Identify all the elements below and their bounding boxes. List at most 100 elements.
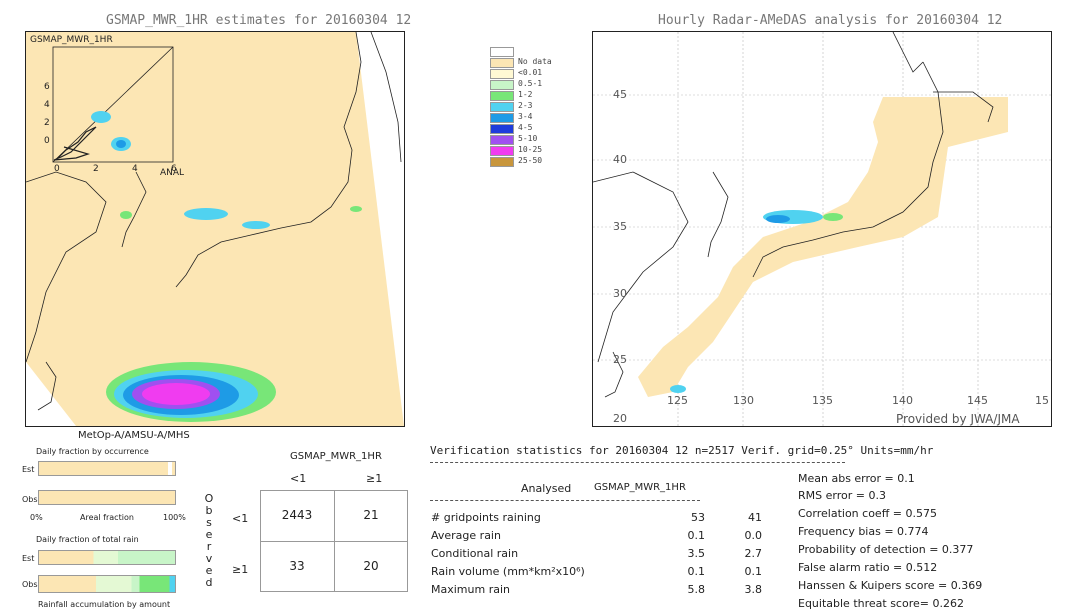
score-far: False alarm ratio = 0.512: [798, 561, 938, 574]
lon-tick-150: 15: [1035, 394, 1049, 407]
score-rmse: RMS error = 0.3: [798, 489, 886, 502]
left-rain-band-2: [242, 221, 270, 229]
left-rain-10-25: [142, 383, 210, 405]
lat-tick-25: 25: [613, 353, 627, 366]
inset-x-tick-4: 4: [132, 164, 138, 174]
score-mae: Mean abs error = 0.1: [798, 472, 915, 485]
legend-swatch-2: [490, 69, 514, 79]
verif-row-analysed-1: 0.1: [687, 529, 706, 542]
inset-x-tick-2: 2: [93, 164, 99, 174]
contingency-col-ge: ≥1: [366, 472, 383, 485]
occurrence-obs-label: Obs: [22, 495, 38, 504]
score-hk: Hanssen & Kuipers score = 0.369: [798, 579, 983, 592]
lon-tick-135: 135: [812, 394, 833, 407]
right-coastline-taiwan: [604, 351, 624, 398]
lon-tick-125: 125: [667, 394, 688, 407]
left-coastline-taiwan: [37, 361, 57, 411]
inset-y-ticks: 6 4 2 0: [44, 78, 50, 150]
contingency-cell-c: 33: [289, 559, 305, 573]
verif-row-est-3: 0.1: [744, 565, 763, 578]
contingency-cell-a: 2443: [281, 508, 313, 522]
legend-item-10-25: 10-25: [490, 145, 570, 156]
right-coastline-hokkaido: [933, 91, 994, 123]
legend-swatch-1: [490, 58, 514, 68]
color-legend: No data <0.01 0.5-1 1-2 2-3 3-4 4-5 5-10…: [490, 47, 570, 171]
contingency-grid: 2443 21 33 20: [260, 490, 408, 592]
legend-swatch-6: [490, 113, 514, 123]
legend-swatch-3: [490, 80, 514, 90]
occurrence-axis-mid: Areal fraction: [80, 513, 134, 522]
verif-row-est-2: 2.7: [744, 547, 763, 560]
legend-item-4-5: 4-5: [490, 123, 570, 134]
legend-item-25-50: 25-50: [490, 156, 570, 167]
left-coastline-korea: [121, 171, 147, 248]
left-swath: [26, 32, 404, 426]
right-coastline-sakhalin: [892, 32, 924, 73]
right-coastline-china: [593, 171, 689, 363]
lon-tick-140: 140: [892, 394, 913, 407]
left-map[interactable]: GSMAP_MWR_1HR 6 4 2 0 0 2 4 6 ANAL: [25, 31, 405, 427]
inset-x-tick-0: 0: [54, 164, 60, 174]
legend-item-05-1: 0.5-1: [490, 79, 570, 90]
right-map[interactable]: 45 40 35 30 25 20 125 130 135 140 145 15…: [592, 31, 1052, 427]
verif-row-est-1: 0.0: [744, 529, 763, 542]
occurrence-title: Daily fraction by occurrence: [36, 447, 149, 456]
legend-item-1-2: 1-2: [490, 90, 570, 101]
left-rain-band-3: [120, 211, 132, 219]
legend-item-5-10: 5-10: [490, 134, 570, 145]
verification-col-analysed: Analysed: [521, 482, 572, 495]
verif-row-label-1: Average rain: [431, 529, 501, 542]
satellite-label: MetOp-A/AMSU-A/MHS: [78, 430, 190, 441]
verif-row-est-4: 3.8: [744, 583, 763, 596]
verification-col-est: GSMAP_MWR_1HR: [594, 482, 686, 493]
inset-blob-2-core: [116, 140, 126, 148]
legend-swatch-7: [490, 124, 514, 134]
right-map-title: Hourly Radar-AMeDAS analysis for 2016030…: [658, 13, 1003, 28]
contingency-row-lt: <1: [232, 512, 249, 525]
score-ets: Equitable threat score= 0.262: [798, 597, 964, 610]
left-map-graphic: [26, 32, 404, 426]
inset-y-tick-4: 4: [44, 100, 50, 110]
inset-label: GSMAP_MWR_1HR: [30, 35, 113, 45]
total-rain-title: Daily fraction of total rain: [36, 535, 139, 544]
left-coastline-china: [26, 171, 107, 363]
contingency-cell-b: 21: [363, 508, 379, 522]
total-rain-footer: Rainfall accumulation by amount: [38, 600, 171, 609]
contingency-col-lt: <1: [290, 472, 307, 485]
legend-swatch-8: [490, 135, 514, 145]
inset-diagonal: [52, 46, 174, 163]
verification-header-rule: [430, 462, 845, 463]
lon-tick-130: 130: [733, 394, 754, 407]
total-rain-est-label: Est: [22, 554, 35, 563]
right-coastline-japan: [752, 61, 944, 278]
lat-tick-45: 45: [613, 88, 627, 101]
occurrence-est-label: Est: [22, 465, 35, 474]
legend-swatch-10: [490, 157, 514, 167]
left-rain-band-4: [350, 206, 362, 212]
lon-tick-145: 145: [967, 394, 988, 407]
right-map-graphic: [593, 32, 1051, 426]
right-rain-band-2: [823, 213, 843, 221]
left-map-title: GSMAP_MWR_1HR estimates for 20160304 12: [106, 13, 412, 28]
lat-tick-20: 20: [613, 412, 627, 425]
inset-y-tick-6: 6: [44, 82, 50, 92]
inset-y-tick-2: 2: [44, 118, 50, 128]
verif-row-analysed-3: 0.1: [687, 565, 706, 578]
inset-axis-label: ANAL: [160, 168, 185, 178]
right-rain-south: [670, 385, 686, 393]
radar-coverage: [638, 97, 1008, 397]
legend-item-2-3: 2-3: [490, 101, 570, 112]
legend-item-0: [490, 47, 570, 57]
total-rain-obs-label: Obs: [22, 580, 38, 589]
occurrence-axis-right: 100%: [163, 513, 186, 522]
score-frequency-bias: Frequency bias = 0.774: [798, 525, 929, 538]
verif-row-label-2: Conditional rain: [431, 547, 519, 560]
legend-item-3-4: 3-4: [490, 112, 570, 123]
left-coastline-japan: [175, 32, 362, 288]
verif-row-analysed-0: 53: [691, 511, 705, 524]
verif-row-analysed-4: 5.8: [687, 583, 706, 596]
right-rain-band-core: [766, 215, 790, 223]
occurrence-est-bar: [38, 461, 176, 476]
contingency-cell-d: 20: [363, 559, 379, 573]
verification-col-rule: [430, 500, 700, 501]
